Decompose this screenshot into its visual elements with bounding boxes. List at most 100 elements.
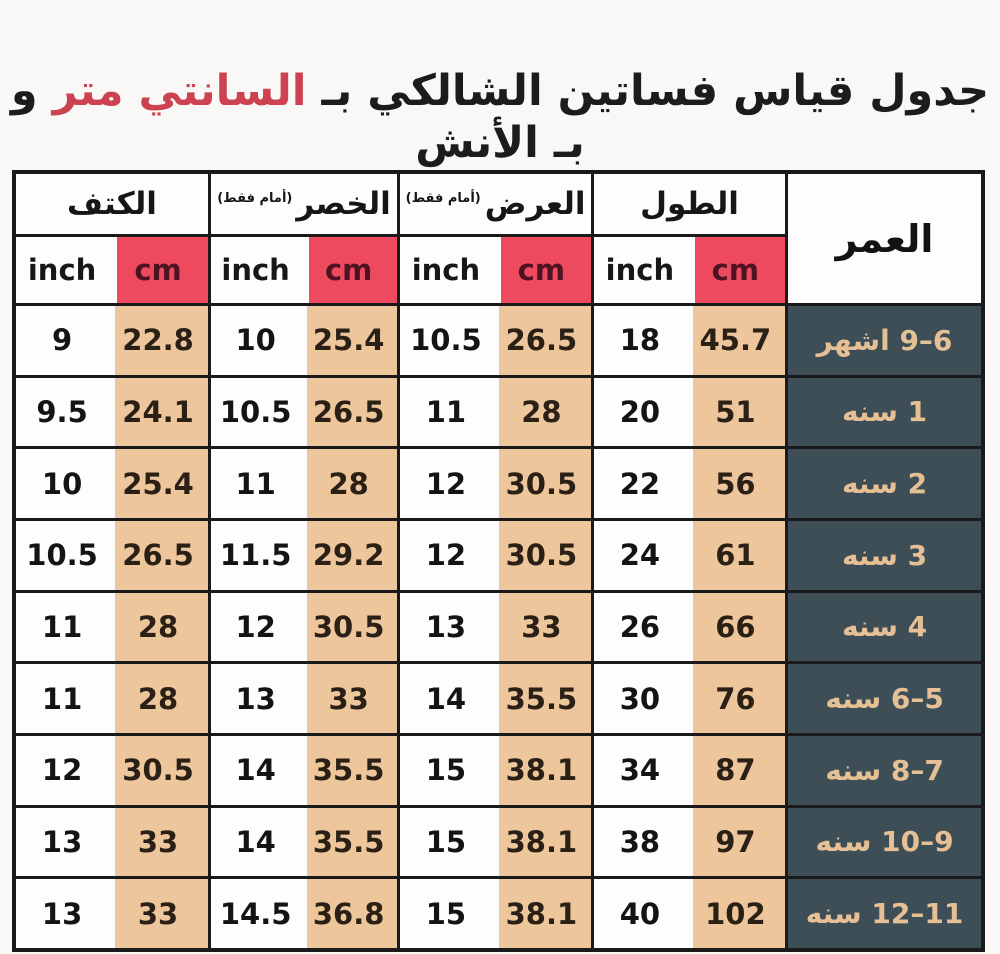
measure-inch-value: 20 [619, 394, 661, 429]
title-text-end: و بـ الأنش [10, 66, 585, 168]
measure-cell-shoulder: 10.5 26.5 [16, 520, 208, 590]
measure-cm-value: 66 [685, 592, 786, 662]
group-header-label: الخصر [296, 186, 391, 222]
unit-cm-label: cm [108, 237, 208, 303]
measure-cm-value: 25.4 [108, 449, 208, 518]
unit-header-length: inch cm [594, 237, 786, 303]
measure-inch-value: 30 [619, 681, 661, 716]
measure-cell-shoulder: 13 33 [16, 807, 208, 877]
measure-cell-shoulder: 9 22.8 [16, 306, 208, 375]
age-cell: 3 سنه [788, 520, 981, 590]
group-header-shoulder: الكتف [16, 174, 208, 234]
measure-cell-shoulder: 10 25.4 [16, 449, 208, 518]
measure-cm-value: 26.5 [491, 306, 592, 375]
measure-cell-shoulder: 12 30.5 [16, 735, 208, 805]
measure-inch-value: 10 [235, 323, 276, 358]
measure-inch-value: 9.5 [36, 394, 88, 429]
group-header-length: الطول [594, 174, 786, 234]
unit-inch-label: inch [411, 253, 481, 287]
measure-inch-value: 14 [425, 681, 467, 716]
unit-cm-label: cm [685, 237, 786, 303]
unit-inch-label: inch [221, 253, 290, 287]
measure-inch-value: 15 [425, 824, 467, 859]
measure-cm-value: 38.1 [491, 807, 592, 877]
measure-inch-value: 13 [41, 824, 83, 859]
measure-inch-value: 10.5 [410, 323, 482, 358]
measure-inch-value: 11 [41, 681, 83, 716]
measure-cm-value: 26.5 [108, 520, 208, 590]
measure-cm-value: 38.1 [491, 735, 592, 805]
measure-inch-value: 13 [235, 681, 276, 716]
measure-cm-value: 24.1 [108, 377, 208, 447]
measure-cell-width: 12 30.5 [400, 520, 592, 590]
measure-cell-width: 14 35.5 [400, 664, 592, 733]
measure-inch-value: 38 [619, 824, 661, 859]
measure-cm-value: 30.5 [300, 592, 398, 662]
measure-cell-waist: 10 25.4 [210, 306, 398, 375]
measure-cell-waist: 11 28 [210, 449, 398, 518]
measure-cm-value: 61 [685, 520, 786, 590]
measure-inch-value: 11 [41, 609, 83, 644]
age-cell: 9–10 سنه [788, 807, 981, 877]
measure-cm-value: 28 [108, 592, 208, 662]
measure-cell-waist: 11.5 29.2 [210, 520, 398, 590]
measure-cm-value: 102 [685, 879, 786, 948]
measure-inch-value: 10.5 [26, 538, 98, 573]
measure-cm-value: 76 [685, 664, 786, 733]
group-header-label: الطول [640, 186, 739, 222]
measure-inch-value: 12 [235, 609, 276, 644]
measure-cell-length: 24 61 [594, 520, 786, 590]
age-cell: 7–8 سنه [788, 735, 981, 805]
measure-cm-value: 28 [300, 449, 398, 518]
measure-cell-waist: 12 30.5 [210, 592, 398, 662]
measure-cell-waist: 14.5 36.8 [210, 879, 398, 948]
measure-inch-value: 15 [425, 753, 467, 788]
measure-cm-value: 97 [685, 807, 786, 877]
measure-inch-value: 10.5 [219, 394, 292, 429]
age-cell: 1 سنه [788, 377, 981, 447]
measure-cm-value: 33 [108, 807, 208, 877]
age-cell: 5–6 سنه [788, 664, 981, 733]
measure-cell-length: 18 45.7 [594, 306, 786, 375]
measure-cm-value: 22.8 [108, 306, 208, 375]
measure-cell-width: 13 33 [400, 592, 592, 662]
group-header-width: العرض (أمام فقط) [400, 174, 592, 234]
group-header-label: العرض [484, 186, 586, 222]
measure-inch-value: 15 [425, 896, 467, 931]
measure-inch-value: 18 [619, 323, 661, 358]
measure-cm-value: 30.5 [108, 735, 208, 805]
page-title: جدول قياس فساتين الشالكي بـ السانتي متر … [0, 66, 1000, 169]
measure-inch-value: 24 [619, 538, 661, 573]
measure-cell-length: 30 76 [594, 664, 786, 733]
measure-cm-value: 26.5 [300, 377, 398, 447]
measure-cm-value: 33 [108, 879, 208, 948]
measure-inch-value: 12 [425, 466, 467, 501]
measure-cell-width: 15 38.1 [400, 879, 592, 948]
measure-cell-length: 20 51 [594, 377, 786, 447]
measure-inch-value: 26 [619, 609, 661, 644]
measure-inch-value: 40 [619, 896, 661, 931]
unit-cm-label: cm [300, 237, 398, 303]
measure-inch-value: 11.5 [219, 538, 292, 573]
measure-cell-waist: 13 33 [210, 664, 398, 733]
measure-cell-shoulder: 11 28 [16, 664, 208, 733]
measure-cell-length: 22 56 [594, 449, 786, 518]
title-text: جدول قياس فساتين الشالكي بـ [306, 66, 990, 116]
measure-cell-shoulder: 9.5 24.1 [16, 377, 208, 447]
measure-cm-value: 28 [491, 377, 592, 447]
measure-inch-value: 22 [619, 466, 661, 501]
measure-cell-width: 15 38.1 [400, 735, 592, 805]
group-header-note: (أمام فقط) [217, 190, 293, 206]
measure-cm-value: 30.5 [491, 520, 592, 590]
measure-cell-length: 34 87 [594, 735, 786, 805]
measure-cm-value: 51 [685, 377, 786, 447]
measure-cm-value: 35.5 [491, 664, 592, 733]
unit-inch-label: inch [605, 253, 675, 287]
measure-cell-shoulder: 11 28 [16, 592, 208, 662]
measure-inch-value: 9 [51, 323, 73, 358]
age-cell: 6–9 اشهر [788, 306, 981, 375]
measure-cell-length: 26 66 [594, 592, 786, 662]
title-highlight: السانتي متر [52, 66, 307, 116]
group-header-waist: الخصر (أمام فقط) [210, 174, 398, 234]
measure-inch-value: 12 [41, 753, 83, 788]
